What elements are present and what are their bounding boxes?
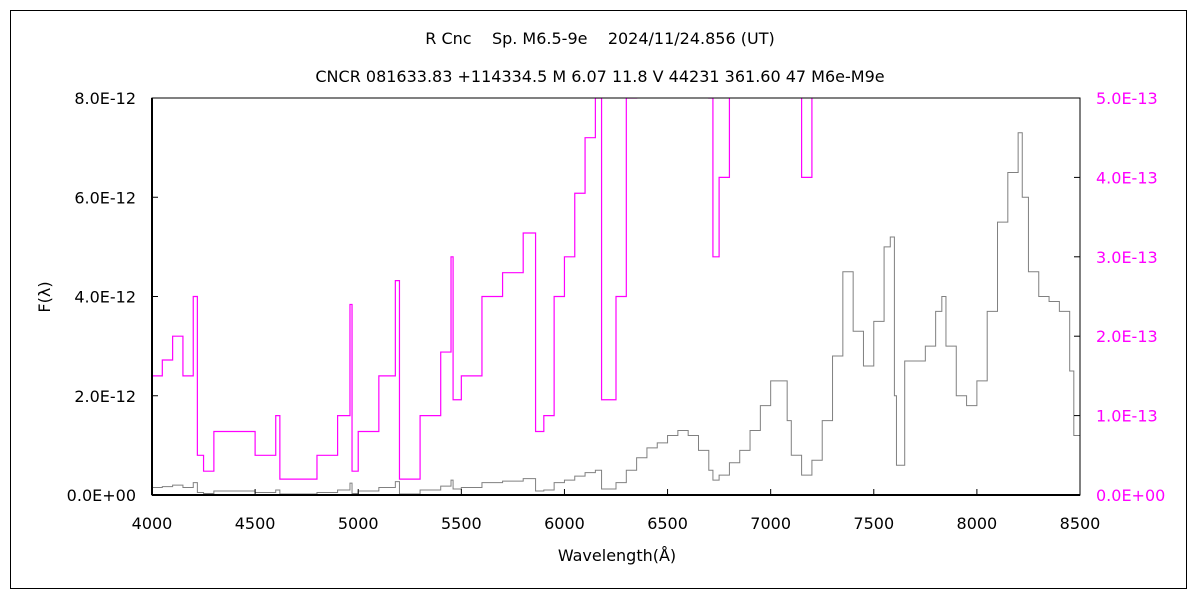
- x-tick-label: 8000: [957, 514, 998, 533]
- x-tick-label: 6000: [544, 514, 585, 533]
- y2-tick-label: 2.0E-13: [1096, 327, 1158, 346]
- x-tick-label: 5000: [338, 514, 379, 533]
- x-tick-label: 7500: [853, 514, 894, 533]
- y2-tick-label: 3.0E-13: [1096, 248, 1158, 267]
- y-tick-label: 4.0E-12: [74, 288, 136, 307]
- chart-frame: [10, 10, 1187, 589]
- chart-subtitle: CNCR 081633.83 +114334.5 M 6.07 11.8 V 4…: [315, 67, 884, 86]
- x-tick-label: 4500: [235, 514, 276, 533]
- y-tick-label: 8.0E-12: [74, 89, 136, 108]
- x-tick-label: 4000: [132, 514, 173, 533]
- x-tick-label: 5500: [441, 514, 482, 533]
- y2-tick-label: 4.0E-13: [1096, 168, 1158, 187]
- x-tick-label: 7000: [750, 514, 791, 533]
- series-line-right-axis: [152, 98, 813, 480]
- y2-tick-label: 0.0E+00: [1096, 486, 1165, 505]
- x-tick-label: 6500: [647, 514, 688, 533]
- y2-tick-label: 1.0E-13: [1096, 407, 1158, 426]
- chart-title: R Cnc Sp. M6.5-9e 2024/11/24.856 (UT): [425, 29, 774, 48]
- x-tick-label: 8500: [1060, 514, 1101, 533]
- y-tick-label: 6.0E-12: [74, 188, 136, 207]
- x-axis-label: Wavelength(Å): [558, 546, 676, 565]
- y-axis-label: F(λ): [35, 281, 54, 312]
- y-tick-label: 0.0E+00: [67, 486, 136, 505]
- y2-tick-label: 5.0E-13: [1096, 89, 1158, 108]
- y-tick-label: 2.0E-12: [74, 387, 136, 406]
- series-line-left-axis: [152, 132, 1080, 495]
